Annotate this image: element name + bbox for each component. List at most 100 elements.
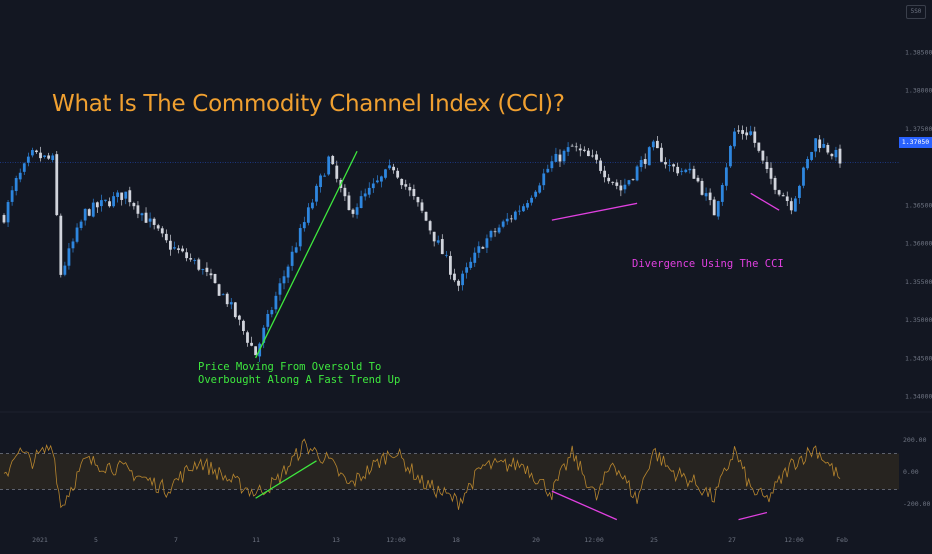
trend-annotation-line-1: Price Moving From Oversold To [198,361,382,373]
candle-body [716,201,720,217]
cci-trend-line [255,460,317,499]
candle-body [473,252,477,263]
candle-body [554,153,558,162]
candle-body [412,188,416,197]
candle-body [680,170,684,172]
candle-body [785,196,789,202]
candle-body [99,200,103,207]
candles [2,125,842,363]
candle-body [684,169,688,173]
candle-body [599,160,602,171]
candle-body [408,186,412,191]
candle-body [724,167,728,186]
candle-body [384,169,387,178]
candle-body [152,218,156,225]
candle-body [274,295,278,310]
candle-body [769,167,773,179]
candle-body [611,181,615,183]
candle-body [737,130,740,132]
candle-body [668,164,671,166]
candle-body [688,168,692,171]
price-tick-label: 1.34500 [905,354,932,362]
candle-body [233,302,237,318]
candle-body [221,294,225,296]
candle-body [481,247,485,249]
candle-body [546,168,550,173]
candle-body [315,185,318,202]
candle-body [700,180,704,195]
candle-body [388,165,391,169]
candle-body [838,148,842,164]
candle-body [765,162,769,170]
candle-body [566,147,570,152]
cci-axis: 200.00 0.00 -200.00 [903,436,930,508]
time-tick-label: 7 [174,536,178,544]
candle-body [591,155,594,157]
candle-body [562,150,566,162]
candle-body [136,205,140,214]
candle-body [489,230,493,238]
candle-body [242,320,245,332]
candle-body [444,254,448,256]
price-divergence-line [551,202,638,221]
candle-body [814,138,818,152]
session-badge[interactable]: 5S0 [906,5,926,19]
candle-body [286,266,290,278]
candle-body [128,190,132,203]
candle-body [282,276,286,284]
candle-body [116,192,120,197]
candle-body [266,313,270,327]
candle-body [586,150,590,157]
candle-body [400,178,404,186]
trend-annotation: Price Moving From Oversold To Overbought… [198,361,400,387]
candle-body [193,260,197,262]
candle-body [802,167,805,186]
price-tick-label: 1.36500 [905,201,932,209]
candle-body [449,255,452,275]
candle-body [311,202,314,209]
candle-body [534,191,538,197]
candle-body [485,238,489,248]
candle-body [87,209,91,216]
cci-divergence-line [551,490,618,521]
candle-body [720,185,724,202]
price-axis: 1.38500 1.38000 1.37500 1.36500 1.36000 1.355… [905,48,932,400]
time-tick-label: Feb [836,536,848,544]
candle-body [132,203,136,207]
candle-body [363,193,367,197]
candle-body [643,159,647,164]
candle-body [144,212,148,223]
candle-body [250,342,253,346]
candle-body [660,147,663,162]
candle-body [558,154,562,162]
time-tick-label: 20 [532,536,540,544]
candle-body [181,248,184,252]
candle-body [501,221,505,227]
candle-body [469,261,473,268]
candle-body [826,144,830,153]
candle-body [542,173,546,186]
time-tick-label: 5 [94,536,98,544]
candle-body [436,240,440,243]
candle-body [392,166,395,171]
candle-body [582,149,586,151]
candle-body [91,202,95,217]
candle-body [550,161,554,169]
candle-body [595,154,598,160]
time-axis: 2021 5 7 11 13 12:00 18 20 12:00 25 27 12:00 Feb [32,536,848,544]
candle-body [627,180,631,185]
candle-body [319,175,322,188]
price-divergence-line [750,192,780,211]
candle-body [209,273,213,276]
candle-body [440,239,444,255]
candle-body [773,177,777,190]
candle-body [355,207,359,215]
price-tick-label: 1.34000 [905,393,932,401]
candle-body [47,155,51,159]
candle-body [95,202,99,208]
candle-body [31,150,34,156]
candle-body [63,265,67,275]
candle-body [432,231,436,242]
